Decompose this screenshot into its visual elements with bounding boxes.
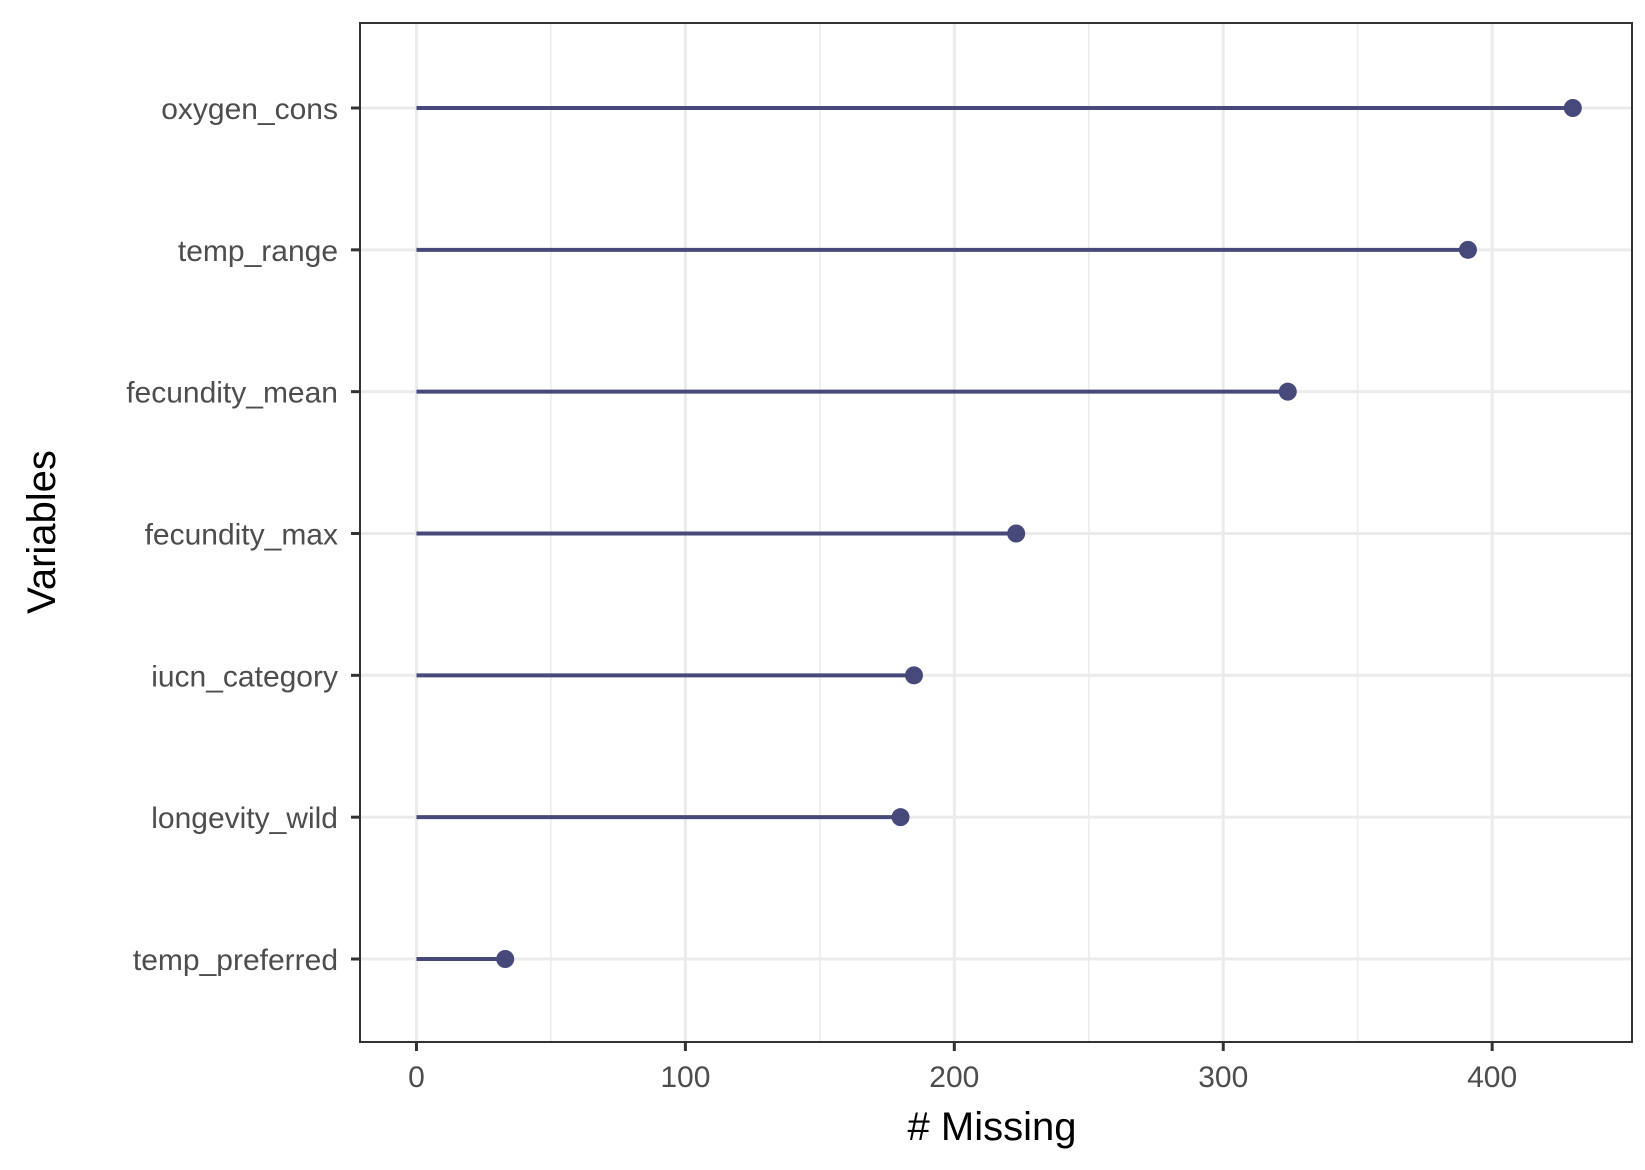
x-tick-label: 200 bbox=[929, 1061, 979, 1094]
y-tick-label: temp_preferred bbox=[133, 944, 338, 977]
x-tick-label: 400 bbox=[1467, 1061, 1517, 1094]
lollipop-point bbox=[1563, 99, 1582, 117]
y-tick-label: oxygen_cons bbox=[161, 93, 338, 126]
y-tick-label: fecundity_mean bbox=[126, 377, 338, 410]
y-tick-label: iucn_category bbox=[151, 660, 338, 693]
lollipop-point bbox=[891, 808, 910, 827]
lollipop-point bbox=[1278, 382, 1297, 401]
y-axis-title: Variables bbox=[20, 450, 64, 614]
ticks-layer: oxygen_cons temp_range fecundity_meanfecun… bbox=[126, 93, 1517, 1094]
x-axis-title: # Missing bbox=[908, 1105, 1077, 1149]
x-tick-label: 300 bbox=[1198, 1061, 1248, 1094]
y-tick-label: temp_range bbox=[178, 235, 338, 268]
lollipop-point bbox=[496, 950, 515, 968]
lollipop-point bbox=[1007, 524, 1026, 543]
lollipop-point bbox=[904, 666, 923, 685]
x-tick-label: 100 bbox=[660, 1061, 710, 1094]
marks-layer bbox=[416, 99, 1582, 968]
y-tick-label: longevity_wild bbox=[151, 802, 338, 835]
lollipop-point bbox=[1458, 240, 1477, 259]
y-tick-label: fecundity_max bbox=[145, 519, 338, 552]
x-tick-label: 0 bbox=[408, 1061, 425, 1094]
